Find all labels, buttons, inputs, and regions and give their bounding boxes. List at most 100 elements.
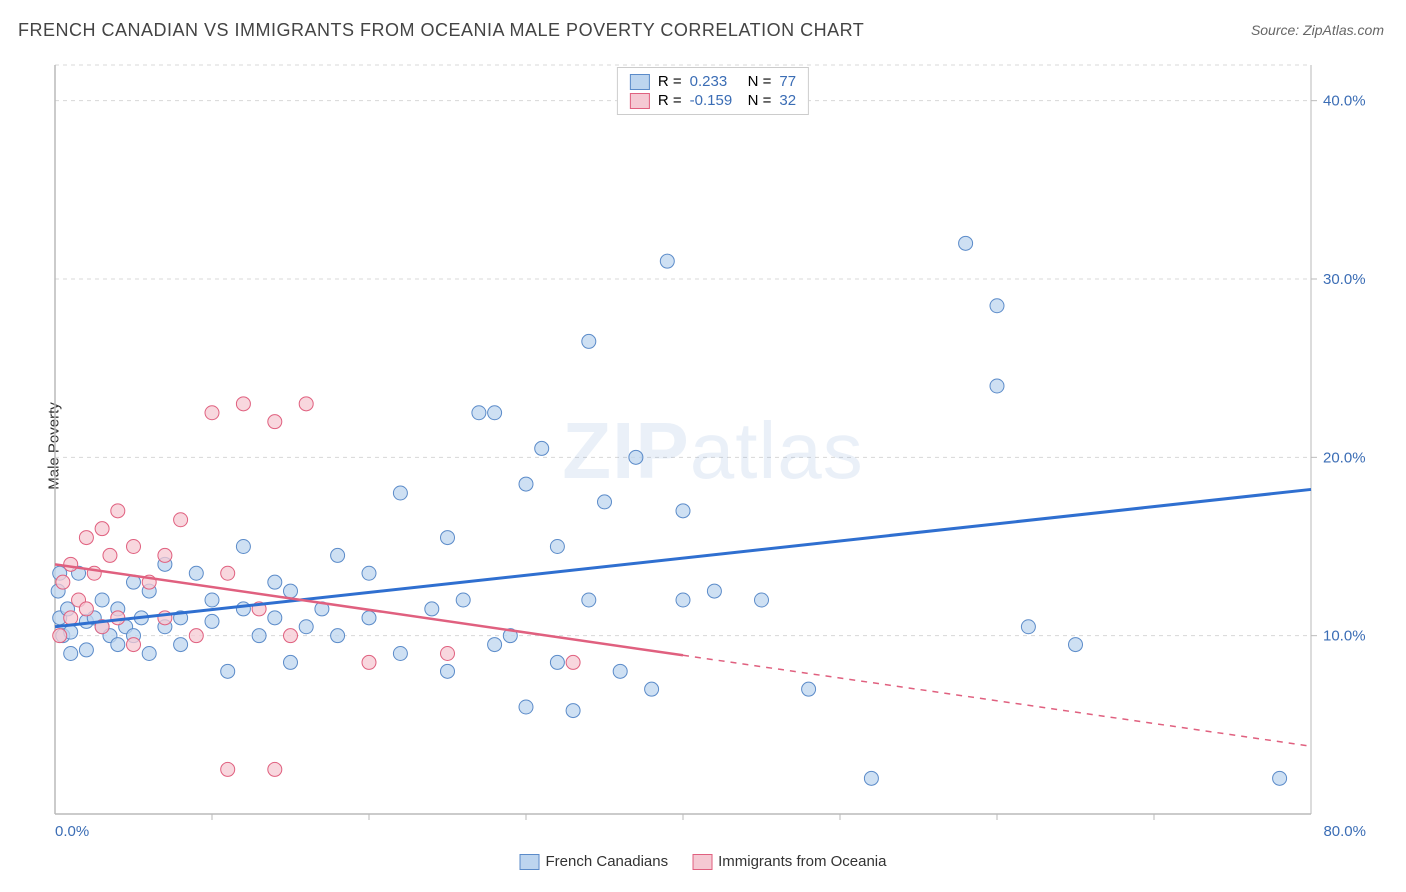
y-tick-label: 10.0%: [1323, 628, 1366, 645]
data-point: [236, 602, 250, 616]
data-point: [582, 334, 596, 348]
data-point: [205, 406, 219, 420]
data-point: [79, 531, 93, 545]
legend-label-2: Immigrants from Oceania: [718, 853, 886, 870]
data-point: [990, 299, 1004, 313]
data-point: [268, 575, 282, 589]
data-point: [1069, 638, 1083, 652]
x-tick-label: 80.0%: [1323, 823, 1366, 840]
r-label: R =: [658, 73, 682, 90]
data-point: [598, 495, 612, 509]
data-point: [393, 647, 407, 661]
r-label: R =: [658, 92, 682, 109]
data-point: [802, 682, 816, 696]
scatter-plot: 10.0%20.0%30.0%40.0%0.0%80.0%: [50, 60, 1376, 842]
data-point: [79, 643, 93, 657]
data-point: [95, 522, 109, 536]
data-point: [205, 593, 219, 607]
data-point: [205, 614, 219, 628]
data-point: [158, 548, 172, 562]
data-point: [629, 450, 643, 464]
data-point: [441, 647, 455, 661]
legend-swatch-series-1: [630, 74, 650, 90]
y-tick-label: 40.0%: [1323, 93, 1366, 110]
data-point: [268, 415, 282, 429]
data-point: [864, 771, 878, 785]
data-point: [362, 655, 376, 669]
data-point: [331, 629, 345, 643]
data-point: [456, 593, 470, 607]
data-point: [111, 638, 125, 652]
data-point: [268, 762, 282, 776]
data-point: [331, 548, 345, 562]
data-point: [676, 593, 690, 607]
y-tick-label: 30.0%: [1323, 271, 1366, 288]
data-point: [268, 611, 282, 625]
r-value-series-1: 0.233: [690, 73, 740, 90]
data-point: [56, 575, 70, 589]
data-point: [221, 566, 235, 580]
data-point: [441, 664, 455, 678]
data-point: [755, 593, 769, 607]
data-point: [64, 557, 78, 571]
data-point: [53, 629, 67, 643]
data-point: [566, 655, 580, 669]
data-point: [299, 620, 313, 634]
series-legend: French Canadians Immigrants from Oceania: [520, 853, 887, 870]
n-label: N =: [748, 73, 772, 90]
r-value-series-2: -0.159: [690, 92, 740, 109]
data-point: [189, 566, 203, 580]
n-value-series-1: 77: [779, 73, 796, 90]
data-point: [127, 638, 141, 652]
data-point: [174, 638, 188, 652]
data-point: [221, 664, 235, 678]
data-point: [472, 406, 486, 420]
data-point: [519, 700, 533, 714]
n-value-series-2: 32: [779, 92, 796, 109]
data-point: [676, 504, 690, 518]
source-attribution: Source: ZipAtlas.com: [1251, 22, 1384, 38]
data-point: [252, 629, 266, 643]
data-point: [79, 602, 93, 616]
data-point: [103, 548, 117, 562]
stats-legend-row-1: R = 0.233 N = 77: [630, 72, 796, 91]
y-tick-label: 20.0%: [1323, 449, 1366, 466]
data-point: [64, 611, 78, 625]
data-point: [613, 664, 627, 678]
legend-item-2: Immigrants from Oceania: [692, 853, 886, 870]
data-point: [111, 611, 125, 625]
chart-area: R = 0.233 N = 77 R = -0.159 N = 32 10.0%…: [50, 60, 1376, 842]
data-point: [488, 638, 502, 652]
data-point: [284, 629, 298, 643]
data-point: [550, 655, 564, 669]
data-point: [425, 602, 439, 616]
data-point: [707, 584, 721, 598]
data-point: [645, 682, 659, 696]
data-point: [174, 513, 188, 527]
data-point: [127, 540, 141, 554]
data-point: [393, 486, 407, 500]
stats-legend: R = 0.233 N = 77 R = -0.159 N = 32: [617, 67, 809, 115]
data-point: [660, 254, 674, 268]
data-point: [535, 441, 549, 455]
data-point: [441, 531, 455, 545]
stats-legend-row-2: R = -0.159 N = 32: [630, 91, 796, 110]
data-point: [362, 611, 376, 625]
data-point: [519, 477, 533, 491]
legend-label-1: French Canadians: [546, 853, 669, 870]
data-point: [284, 655, 298, 669]
chart-title: FRENCH CANADIAN VS IMMIGRANTS FROM OCEAN…: [18, 20, 864, 41]
data-point: [236, 397, 250, 411]
legend-swatch-icon: [520, 854, 540, 870]
trend-line-extrapolated: [683, 655, 1311, 746]
data-point: [95, 593, 109, 607]
data-point: [189, 629, 203, 643]
data-point: [1021, 620, 1035, 634]
data-point: [221, 762, 235, 776]
data-point: [64, 647, 78, 661]
data-point: [1273, 771, 1287, 785]
data-point: [582, 593, 596, 607]
data-point: [550, 540, 564, 554]
data-point: [142, 647, 156, 661]
data-point: [990, 379, 1004, 393]
